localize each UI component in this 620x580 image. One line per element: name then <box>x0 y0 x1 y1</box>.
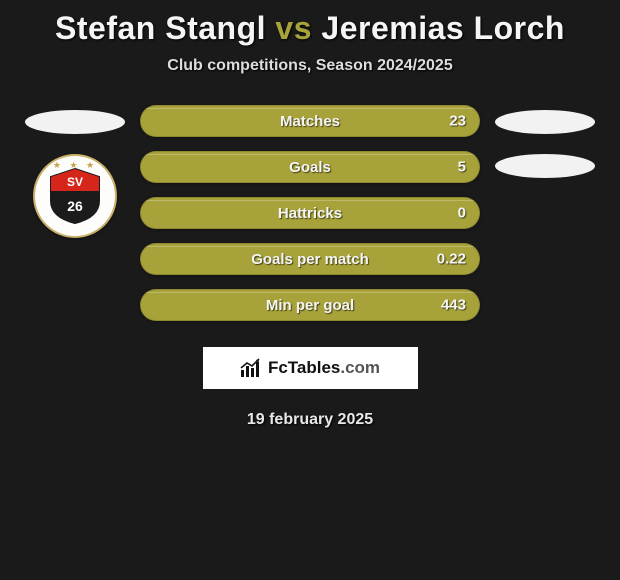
club-badge-wehen: ★ ★ ★ SV 26 <box>33 154 117 238</box>
vs-label: vs <box>275 10 312 46</box>
page-title: Stefan Stangl vs Jeremias Lorch <box>55 10 565 47</box>
svg-text:SV: SV <box>67 175 83 189</box>
stats-column: Matches 23 Goals 5 Hattricks 0 Goals per… <box>140 105 480 321</box>
left-ellipse-placeholder <box>25 110 125 134</box>
stat-right-value: 0 <box>458 205 466 222</box>
brand-domain: .com <box>340 358 380 377</box>
right-ellipse-placeholder-2 <box>495 154 595 178</box>
left-column: ★ ★ ★ SV 26 <box>20 105 130 238</box>
bar-chart-icon <box>240 358 262 378</box>
stat-right-value: 443 <box>441 297 466 314</box>
root: Stefan Stangl vs Jeremias Lorch Club com… <box>0 0 620 429</box>
stat-row-hattricks: Hattricks 0 <box>140 197 480 229</box>
right-ellipse-placeholder-1 <box>495 110 595 134</box>
main-layout: ★ ★ ★ SV 26 Matches 23 <box>0 105 620 321</box>
stat-label: Hattricks <box>278 205 342 222</box>
stat-label: Matches <box>280 113 340 130</box>
subtitle: Club competitions, Season 2024/2025 <box>167 57 452 75</box>
right-column <box>490 105 600 178</box>
club-shield-icon: SV 26 <box>49 167 101 225</box>
brand-name: FcTables <box>268 358 340 377</box>
stat-row-goals: Goals 5 <box>140 151 480 183</box>
stat-label: Min per goal <box>266 297 354 314</box>
stat-right-value: 23 <box>449 113 466 130</box>
date-label: 19 february 2025 <box>247 411 373 429</box>
stat-label: Goals <box>289 159 331 176</box>
svg-text:26: 26 <box>67 198 83 214</box>
brand-text: FcTables.com <box>268 358 380 378</box>
player2-name: Jeremias Lorch <box>321 10 565 46</box>
stat-row-gpm: Goals per match 0.22 <box>140 243 480 275</box>
stat-right-value: 5 <box>458 159 466 176</box>
stat-right-value: 0.22 <box>437 251 466 268</box>
player1-name: Stefan Stangl <box>55 10 266 46</box>
stat-row-matches: Matches 23 <box>140 105 480 137</box>
stat-label: Goals per match <box>251 251 369 268</box>
stat-row-mpg: Min per goal 443 <box>140 289 480 321</box>
brand-box: FcTables.com <box>203 347 418 389</box>
